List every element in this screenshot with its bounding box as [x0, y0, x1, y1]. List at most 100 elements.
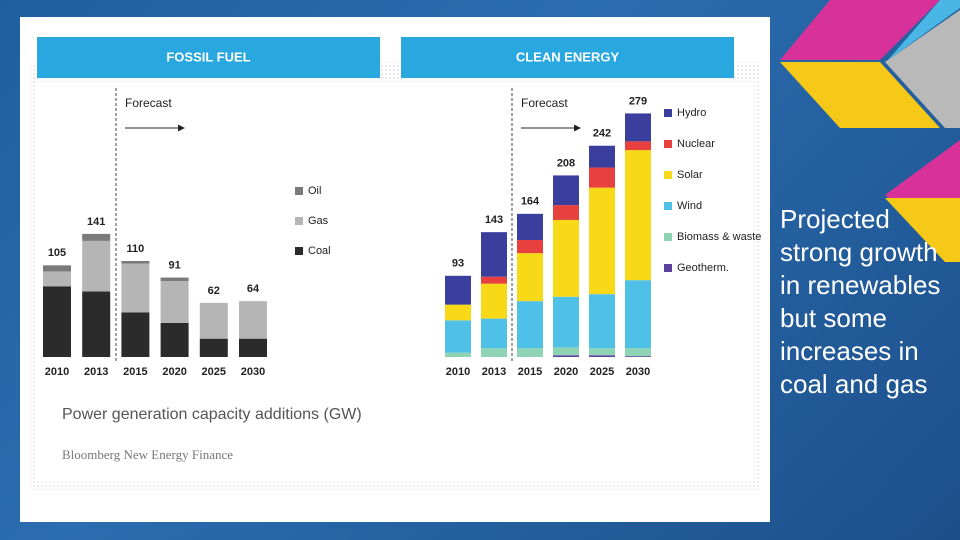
x-tick-label: 2025: [590, 366, 614, 378]
total-label: 91: [168, 259, 180, 271]
x-tick-label: 2020: [554, 366, 578, 378]
total-label: 62: [208, 285, 220, 297]
bar-segment: [625, 356, 651, 357]
bar-segment: [82, 240, 111, 292]
legend-swatch: [664, 202, 672, 210]
decor-shape: [885, 10, 960, 128]
bar-segment: [82, 291, 111, 357]
bar-segment: [517, 213, 543, 241]
bar-segment: [481, 283, 507, 319]
bar-segment: [160, 322, 189, 357]
bar-segment: [553, 205, 579, 220]
x-tick-label: 2015: [123, 366, 147, 378]
bar-segment: [589, 145, 615, 168]
bar-segment: [199, 338, 228, 357]
forecast-label: Forecast: [125, 96, 172, 110]
legend-label: Gas: [308, 215, 329, 227]
bar-segment: [121, 260, 150, 264]
bar-segment: [481, 348, 507, 357]
bar-segment: [517, 348, 543, 357]
bar-segment: [43, 271, 71, 287]
bar-segment: [199, 302, 228, 339]
bar-segment: [82, 233, 111, 241]
total-label: 143: [485, 214, 503, 226]
bar-segment: [517, 240, 543, 254]
total-label: 208: [557, 157, 575, 169]
decor-shape: [888, 0, 960, 60]
panel-header: [37, 37, 380, 78]
bar-segment: [481, 276, 507, 284]
x-tick-label: 2030: [241, 366, 265, 378]
x-tick-label: 2020: [162, 366, 186, 378]
x-tick-label: 2015: [518, 366, 542, 378]
bar-segment: [625, 113, 651, 142]
caption: Power generation capacity additions (GW): [62, 406, 362, 423]
bar-segment: [43, 286, 71, 357]
bar-segment: [481, 232, 507, 277]
bar-segment: [239, 338, 267, 357]
legend-label: Hydro: [677, 107, 706, 119]
x-tick-label: 2010: [45, 366, 69, 378]
bar-segment: [121, 312, 150, 357]
bar-segment: [553, 219, 579, 297]
bar-segment: [589, 355, 615, 357]
bar-segment: [589, 167, 615, 188]
legend-label: Nuclear: [677, 138, 715, 150]
legend-swatch: [664, 233, 672, 241]
bar-segment: [239, 301, 267, 339]
bar-segment: [517, 301, 543, 349]
total-label: 110: [127, 243, 145, 255]
bar-segment: [445, 304, 471, 321]
legend-label: Geotherm.: [677, 262, 729, 274]
bar-segment: [625, 280, 651, 349]
bar-segment: [160, 277, 189, 282]
x-tick-label: 2013: [482, 366, 506, 378]
decor-shape: [885, 198, 960, 262]
legend-label: Biomass & waste: [677, 231, 761, 243]
bar-segment: [625, 150, 651, 281]
slide-body: Projected strong growth in renewables bu…: [780, 204, 941, 399]
legend-swatch: [664, 140, 672, 148]
chart-title: FOSSIL FUEL: [166, 49, 250, 64]
forecast-arrowhead: [574, 124, 581, 132]
bar-segment: [553, 347, 579, 356]
bar-segment: [517, 253, 543, 302]
total-label: 141: [87, 216, 105, 228]
decor-shape: [780, 0, 940, 60]
total-label: 105: [48, 247, 66, 259]
legend-swatch: [664, 171, 672, 179]
bar-segment: [43, 265, 71, 272]
forecast-arrowhead: [178, 124, 185, 132]
bar-segment: [160, 281, 189, 323]
bar-segment: [589, 348, 615, 356]
bar-segment: [121, 263, 150, 313]
x-tick-label: 2025: [202, 366, 226, 378]
source: Bloomberg New Energy Finance: [62, 447, 233, 462]
bar-segment: [481, 318, 507, 349]
legend-swatch: [295, 247, 303, 255]
x-tick-label: 2010: [446, 366, 470, 378]
legend-swatch: [664, 264, 672, 272]
bar-segment: [445, 352, 471, 357]
bar-segment: [445, 320, 471, 353]
total-label: 64: [247, 283, 260, 295]
forecast-label: Forecast: [521, 96, 568, 110]
legend-swatch: [295, 187, 303, 195]
legend-label: Wind: [677, 200, 702, 212]
bar-segment: [553, 296, 579, 348]
bar-segment: [553, 355, 579, 357]
legend-swatch: [664, 109, 672, 117]
bar-segment: [589, 187, 615, 295]
x-tick-label: 2030: [626, 366, 650, 378]
bar-segment: [589, 294, 615, 349]
legend-label: Coal: [308, 245, 331, 257]
total-label: 242: [593, 128, 611, 140]
bar-segment: [625, 348, 651, 357]
legend-swatch: [295, 217, 303, 225]
total-label: 279: [629, 95, 647, 107]
bar-segment: [553, 175, 579, 206]
x-tick-label: 2013: [84, 366, 108, 378]
bar-segment: [445, 275, 471, 305]
